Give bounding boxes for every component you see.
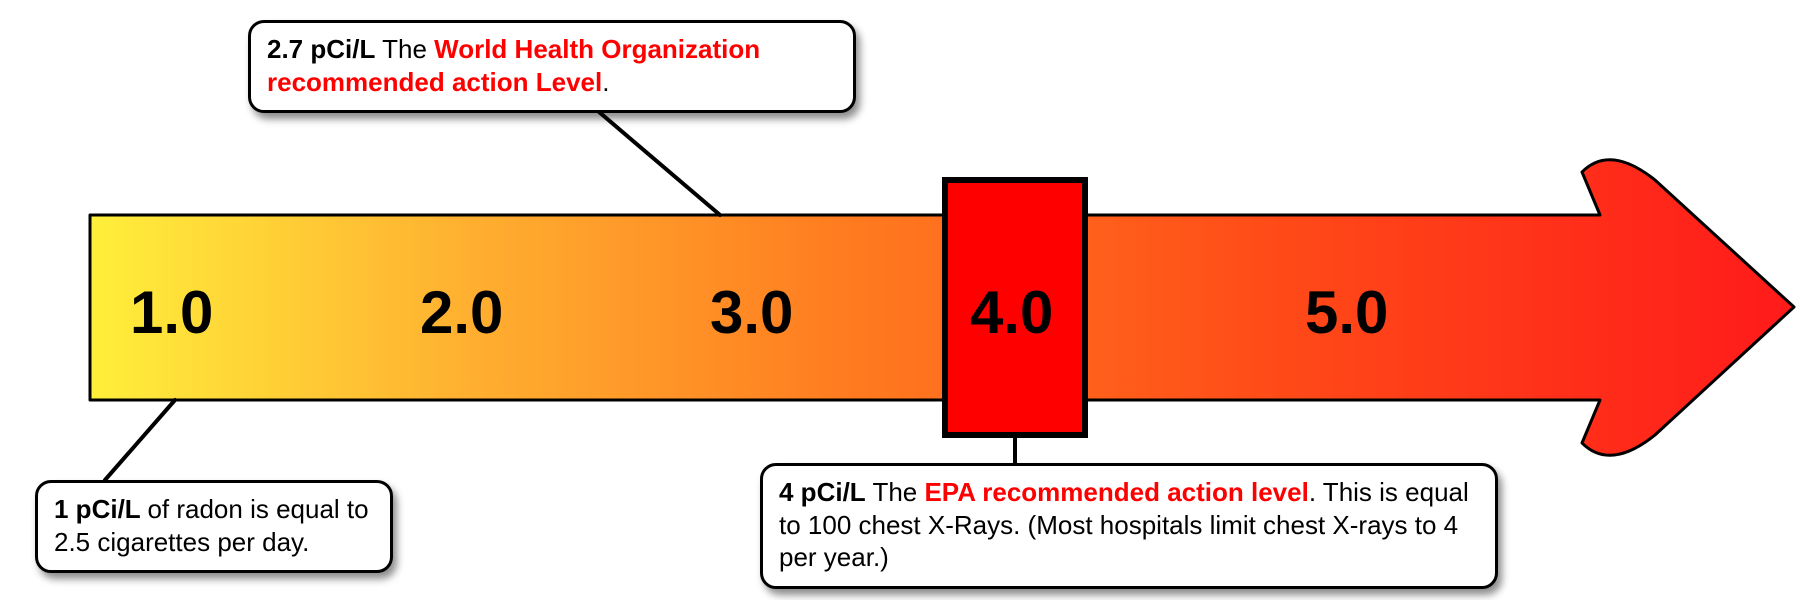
callout-who: 2.7 pCi/L The World Health Organization … xyxy=(248,20,856,113)
tick-1-0: 1.0 xyxy=(130,278,213,347)
callout-cig: 1 pCi/L of radon is equal to 2.5 cigaret… xyxy=(35,480,393,573)
tick-4-0: 4.0 xyxy=(970,278,1053,347)
leader-cig xyxy=(105,400,175,480)
tick-3-0: 3.0 xyxy=(710,278,793,347)
tick-2-0: 2.0 xyxy=(420,278,503,347)
tick-5-0: 5.0 xyxy=(1305,278,1388,347)
leader-who xyxy=(585,100,720,215)
callout-epa: 4 pCi/L The EPA recommended action level… xyxy=(760,463,1498,589)
